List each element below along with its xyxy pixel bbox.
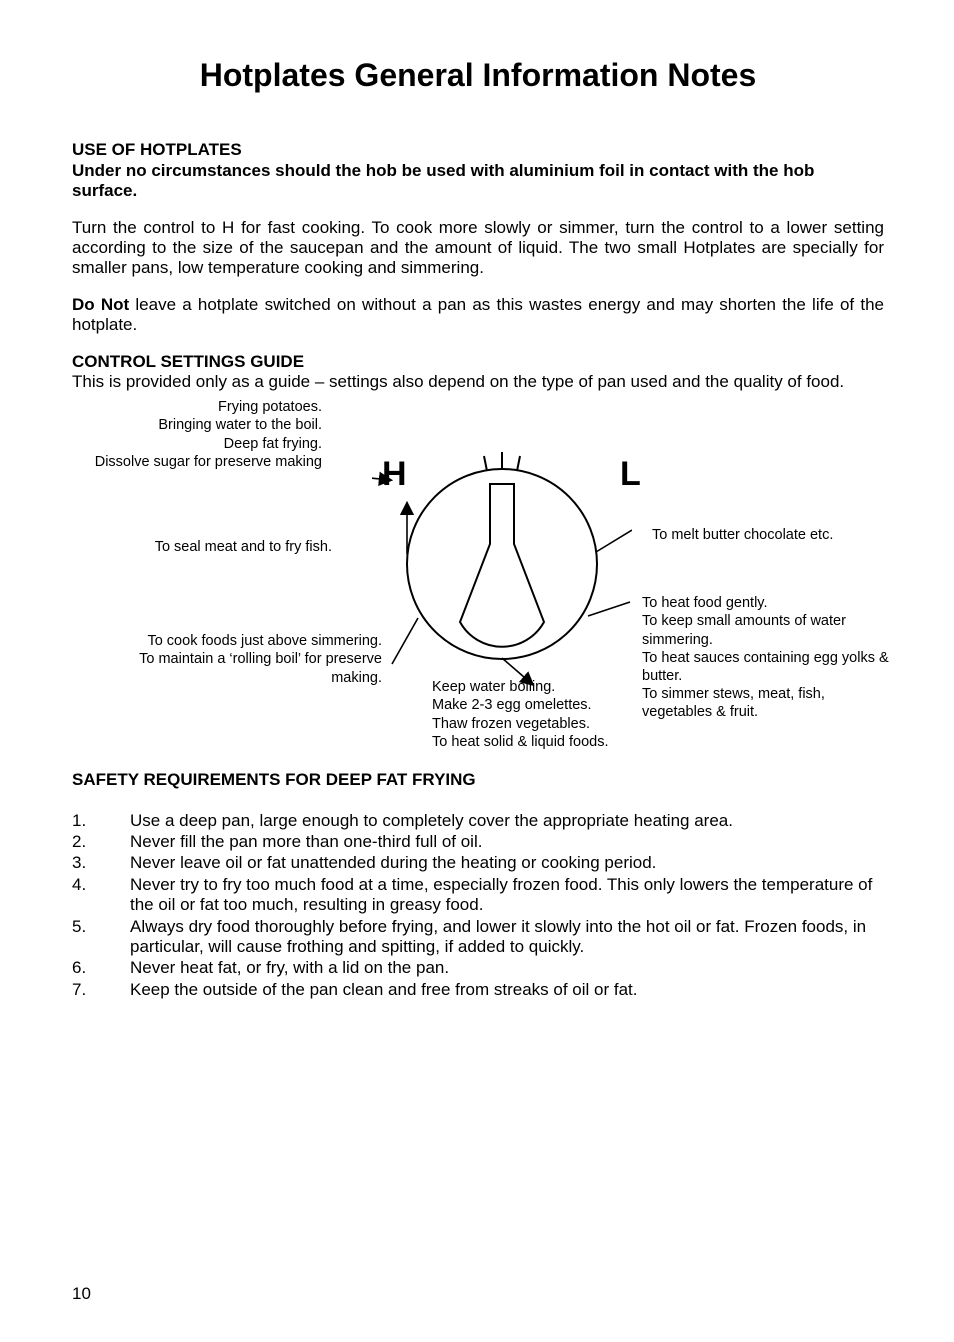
do-not-rest: leave a hotplate switched on without a p… (72, 295, 884, 334)
control-heading: CONTROL SETTINGS GUIDE (72, 352, 884, 372)
use-paragraph-2: Do Not leave a hotplate switched on with… (72, 295, 884, 336)
list-item: 6.Never heat fat, or fry, with a lid on … (72, 958, 884, 978)
list-item: 5.Always dry food thoroughly before fryi… (72, 917, 884, 958)
use-heading: USE OF HOTPLATES (72, 140, 884, 160)
dial-diagram: H L Frying potatoes. Bringing (72, 398, 884, 758)
ann-boiling: Keep water boiling. Make 2-3 egg omelett… (432, 678, 632, 751)
use-section: USE OF HOTPLATES Under no circumstances … (72, 140, 884, 335)
list-item: 2.Never fill the pan more than one-third… (72, 832, 884, 852)
ann-gentle: To heat food gently. To keep small amoun… (642, 594, 892, 721)
list-item: 1.Use a deep pan, large enough to comple… (72, 811, 884, 831)
page-number: 10 (72, 1284, 91, 1304)
do-not-label: Do Not (72, 295, 129, 314)
control-intro: This is provided only as a guide – setti… (72, 372, 884, 392)
dial-svg (372, 434, 632, 694)
safety-heading: SAFETY REQUIREMENTS FOR DEEP FAT FRYING (72, 770, 884, 790)
list-item: 7.Keep the outside of the pan clean and … (72, 980, 884, 1000)
list-item: 4.Never try to fry too much food at a ti… (72, 875, 884, 916)
page-title: Hotplates General Information Notes (72, 56, 884, 94)
use-paragraph-1: Turn the control to H for fast cooking. … (72, 218, 884, 279)
list-item: 3.Never leave oil or fat unattended duri… (72, 853, 884, 873)
control-section: CONTROL SETTINGS GUIDE This is provided … (72, 352, 884, 393)
use-warning: Under no circumstances should the hob be… (72, 161, 884, 202)
ann-h: Frying potatoes. Bringing water to the b… (72, 398, 322, 471)
ann-melt: To melt butter chocolate etc. (652, 526, 882, 544)
safety-list: 1.Use a deep pan, large enough to comple… (72, 811, 884, 1001)
ann-rolling: To cook foods just above simmering. To m… (132, 632, 382, 686)
ann-seal: To seal meat and to fry fish. (102, 538, 332, 556)
